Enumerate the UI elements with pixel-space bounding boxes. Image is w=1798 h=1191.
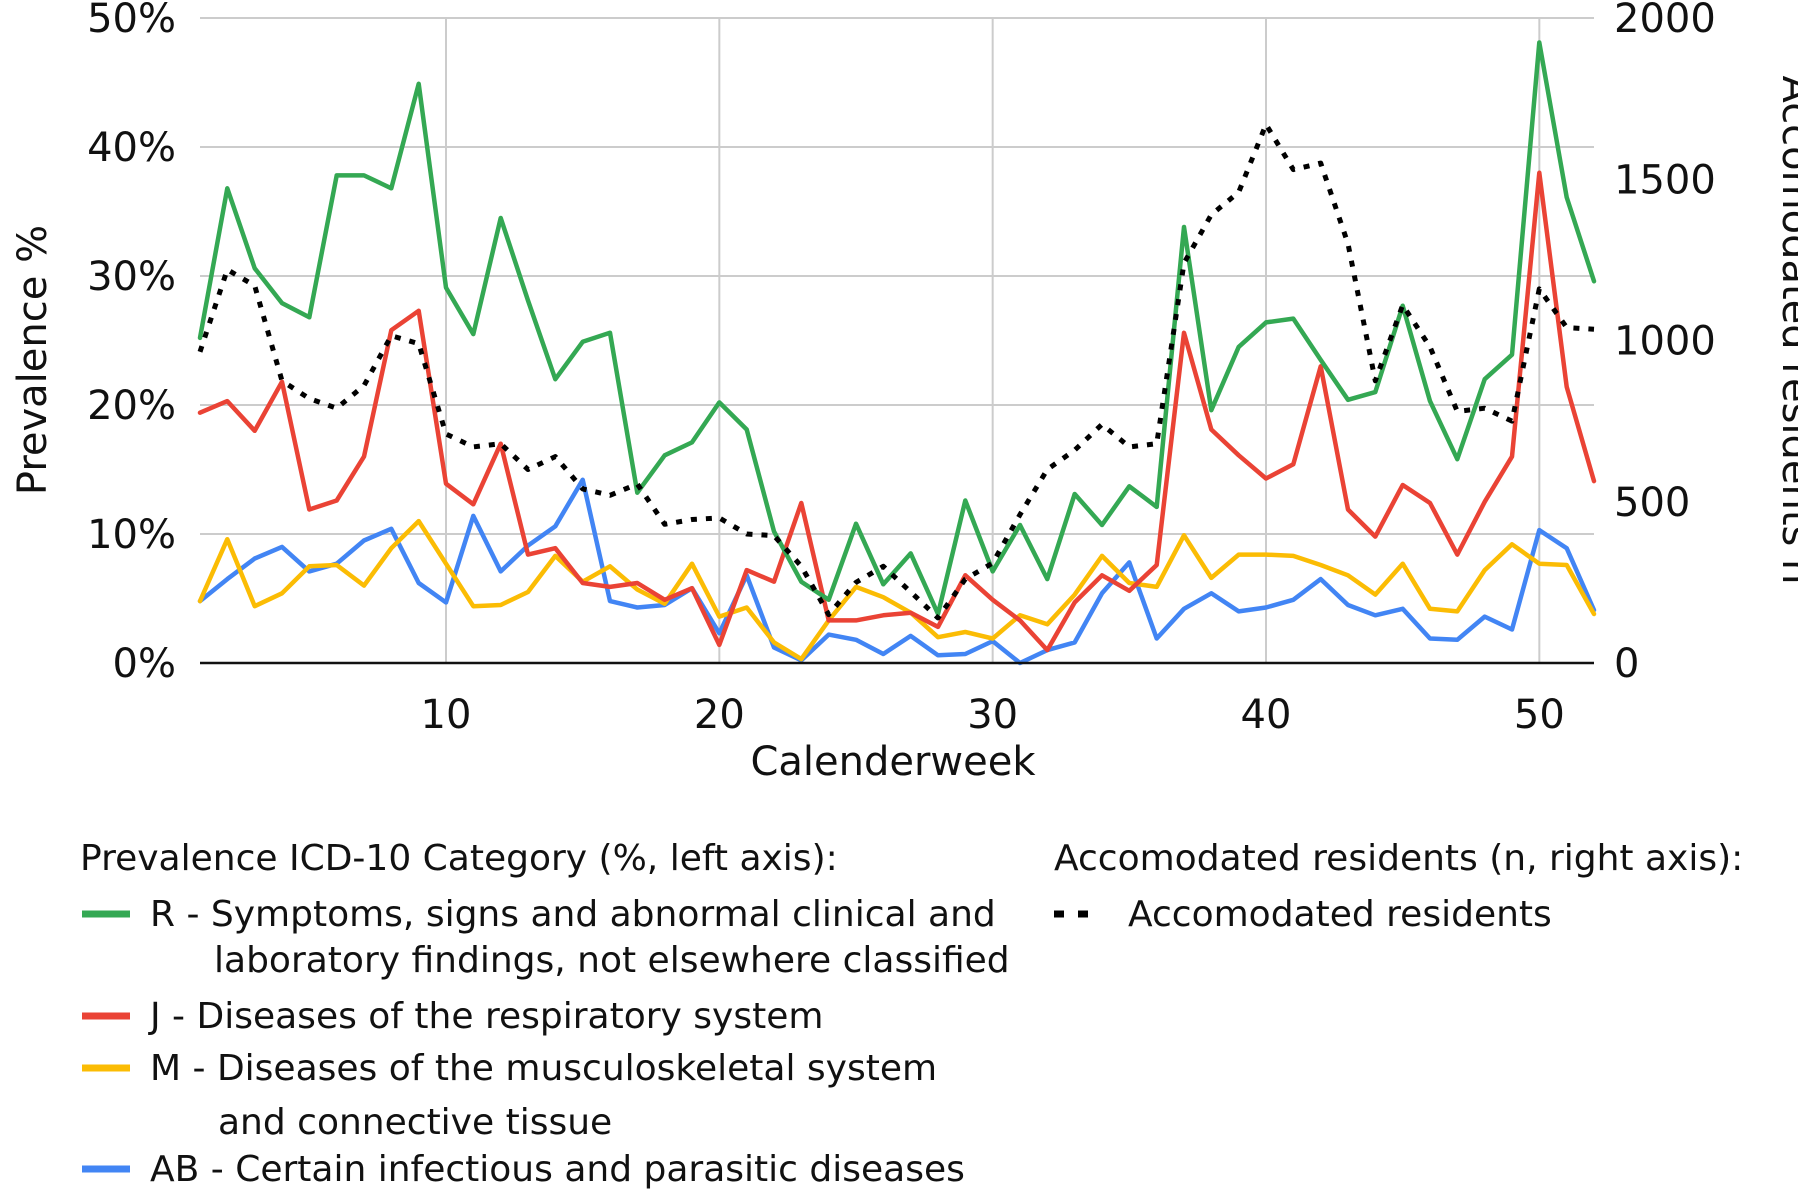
- legend-label-m-line1: M - Diseases of the musculoskeletal syst…: [150, 1048, 937, 1089]
- y-tick-label: 20%: [87, 383, 176, 429]
- y2-tick-label: 0: [1614, 641, 1639, 687]
- y-axis-left-ticks: 0% 10% 20% 30% 40% 50%: [87, 0, 176, 687]
- legend-label-r-line1: R - Symptoms, signs and abnormal clinica…: [150, 894, 996, 935]
- y-axis-right-ticks: 0 500 1000 1500 2000: [1614, 0, 1716, 687]
- legend-label-r-line2: laboratory findings, not elsewhere class…: [214, 940, 1010, 981]
- y2-tick-label: 1500: [1614, 157, 1716, 203]
- legend-label-residents: Accomodated residents: [1128, 894, 1552, 935]
- legend-left-title: Prevalence ICD-10 Category (%, left axis…: [80, 838, 838, 879]
- series-line-r: [197, 40, 1597, 617]
- y-tick-label: 40%: [87, 125, 176, 171]
- series-line-j: [197, 170, 1597, 653]
- series-lines: [197, 40, 1597, 666]
- y2-tick-label: 1000: [1614, 319, 1716, 365]
- legend-label-m-line2: and connective tissue: [218, 1102, 612, 1143]
- x-axis-title: Calenderweek: [750, 739, 1036, 785]
- y2-tick-label: 500: [1614, 480, 1690, 526]
- y2-tick-label: 2000: [1614, 0, 1716, 42]
- y-axis-left-title: Prevalence %: [10, 225, 56, 495]
- y-tick-label: 50%: [87, 0, 176, 42]
- legend-right-title: Accomodated residents (n, right axis):: [1054, 838, 1743, 879]
- legend: Prevalence ICD-10 Category (%, left axis…: [80, 838, 1743, 1190]
- x-axis-ticks: 10 20 30 40 50: [421, 692, 1565, 738]
- x-tick-label: 20: [694, 692, 745, 738]
- y-tick-label: 0%: [113, 641, 176, 687]
- y-tick-label: 10%: [87, 512, 176, 558]
- series-line-ab: [197, 477, 1597, 666]
- legend-label-ab: AB - Certain infectious and parasitic di…: [150, 1149, 965, 1190]
- x-tick-label: 10: [421, 692, 472, 738]
- series-line-m: [197, 518, 1597, 662]
- y-tick-label: 30%: [87, 254, 176, 300]
- y-axis-right-title: Accomodated residents n: [1773, 76, 1798, 585]
- x-tick-label: 50: [1514, 692, 1565, 738]
- x-tick-label: 30: [967, 692, 1018, 738]
- x-tick-label: 40: [1241, 692, 1292, 738]
- legend-label-j: J - Diseases of the respiratory system: [148, 996, 823, 1037]
- series-line-residents: [197, 121, 1595, 621]
